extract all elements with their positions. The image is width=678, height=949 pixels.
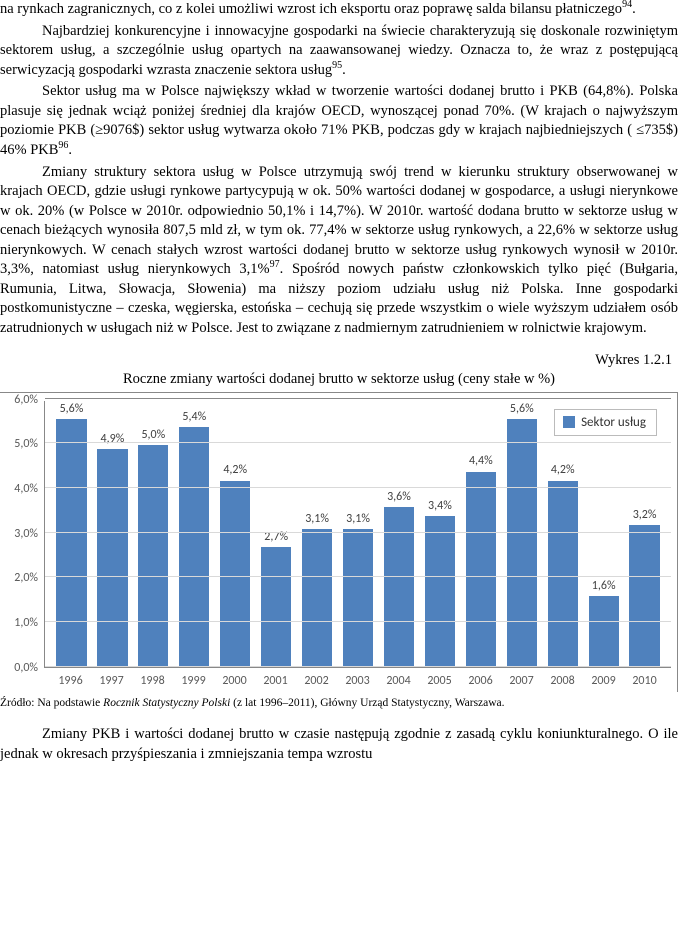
x-tick-label: 2005 <box>419 670 460 692</box>
paragraph-5: Zmiany PKB i wartości dodanej brutto w c… <box>0 725 678 764</box>
x-tick-label: 1997 <box>91 670 132 692</box>
paragraph-3: Sektor usług ma w Polsce największy wkła… <box>0 82 678 160</box>
bar-slot: 3,2% <box>624 401 665 667</box>
bar-value-label: 5,6% <box>510 401 534 417</box>
source-italic: Rocznik Statystyczny Polski <box>103 697 230 709</box>
x-tick-label: 2008 <box>542 670 583 692</box>
paragraph-2: Najbardziej konkurencyjne i innowacyjne … <box>0 22 678 81</box>
chart-gridline <box>45 621 671 622</box>
paragraph-1: na rynkach zagranicznych, co z kolei umo… <box>0 0 678 20</box>
bar-slot: 3,4% <box>419 401 460 667</box>
footnote-ref-95: 95 <box>332 60 342 71</box>
x-tick-label: 2009 <box>583 670 624 692</box>
bar-slot: 3,1% <box>338 401 379 667</box>
x-tick-label: 2010 <box>624 670 665 692</box>
legend-label: Sektor usług <box>581 414 646 432</box>
x-tick-label: 2006 <box>460 670 501 692</box>
bar-slot: 1,6% <box>583 401 624 667</box>
chart-gridline <box>45 487 671 488</box>
footnote-ref-94: 94 <box>622 0 632 10</box>
bar-slot: 5,6% <box>501 401 542 667</box>
bar-slot: 2,7% <box>256 401 297 667</box>
y-tick-label: 5,0% <box>0 436 42 452</box>
bar-value-label: 3,1% <box>346 511 370 527</box>
footnote-ref-96: 96 <box>58 140 68 151</box>
bar-slot: 3,1% <box>297 401 338 667</box>
bar-slot: 5,0% <box>133 401 174 667</box>
bar-slot: 3,6% <box>379 401 420 667</box>
bar-slot: 4,2% <box>215 401 256 667</box>
chart-title: Roczne zmiany wartości dodanej brutto w … <box>0 370 678 390</box>
footnote-ref-97: 97 <box>270 259 280 270</box>
y-tick-label: 1,0% <box>0 615 42 631</box>
bar <box>302 529 332 666</box>
y-tick-label: 2,0% <box>0 570 42 586</box>
x-tick-label: 1996 <box>50 670 91 692</box>
p2-post: . <box>342 62 346 78</box>
bar <box>507 419 537 667</box>
y-tick-label: 6,0% <box>0 392 42 408</box>
y-tick-label: 3,0% <box>0 526 42 542</box>
bar <box>220 481 250 667</box>
bar-value-label: 1,6% <box>592 578 616 594</box>
bar <box>179 427 209 666</box>
x-tick-label: 2003 <box>337 670 378 692</box>
chart-number: Wykres 1.2.1 <box>0 351 672 371</box>
x-tick-label: 2000 <box>214 670 255 692</box>
bar <box>589 596 619 667</box>
x-tick-label: 2007 <box>501 670 542 692</box>
p1-pre: na rynkach zagranicznych, co z kolei umo… <box>0 1 622 17</box>
bar-value-label: 3,2% <box>633 507 657 523</box>
bar-value-label: 4,2% <box>223 462 247 478</box>
bar-slot: 5,6% <box>51 401 92 667</box>
bar-value-label: 4,2% <box>551 462 575 478</box>
chart-gridline <box>45 398 671 399</box>
bar <box>548 481 578 667</box>
bar <box>629 525 659 667</box>
bar <box>97 449 127 666</box>
bar-value-label: 3,6% <box>387 489 411 505</box>
chart-gridline <box>45 532 671 533</box>
bar-chart: 5,6% 4,9% 5,0% 5,4% 4,2% 2,7% 3,1% 3,1% 3,6% 3,4%… <box>0 392 678 692</box>
bar-value-label: 4,4% <box>469 453 493 469</box>
p3-pre: Sektor usług ma w Polsce największy wkła… <box>0 83 678 158</box>
bar <box>261 547 291 667</box>
chart-gridline <box>45 576 671 577</box>
source-prefix: Źródło: Na podstawie <box>0 697 103 709</box>
chart-source: Źródło: Na podstawie Rocznik Statystyczn… <box>0 696 678 712</box>
bar-value-label: 5,0% <box>141 427 165 443</box>
p3-post: . <box>68 142 72 158</box>
x-tick-label: 2002 <box>296 670 337 692</box>
chart-gridline <box>45 666 671 667</box>
bar <box>138 445 168 667</box>
source-suffix: (z lat 1996–2011), Główny Urząd Statysty… <box>230 697 504 709</box>
bar-value-label: 3,1% <box>305 511 329 527</box>
chart-gridline <box>45 442 671 443</box>
bar-slot: 5,4% <box>174 401 215 667</box>
bar-value-label: 4,9% <box>101 431 125 447</box>
paragraph-4: Zmiany struktury sektora usług w Polsce … <box>0 163 678 339</box>
chart-x-axis: 1996199719981999200020012002200320042005… <box>44 670 671 692</box>
bar-slot: 4,4% <box>460 401 501 667</box>
bar <box>466 472 496 667</box>
x-tick-label: 2001 <box>255 670 296 692</box>
bar <box>343 529 373 666</box>
chart-bars: 5,6% 4,9% 5,0% 5,4% 4,2% 2,7% 3,1% 3,1% 3,6% 3,4%… <box>45 401 671 667</box>
x-tick-label: 2004 <box>378 670 419 692</box>
x-tick-label: 1999 <box>173 670 214 692</box>
bar-value-label: 5,6% <box>60 401 84 417</box>
y-tick-label: 4,0% <box>0 481 42 497</box>
legend-swatch-icon <box>563 416 575 428</box>
chart-legend: Sektor usług <box>554 409 657 437</box>
bar-slot: 4,9% <box>92 401 133 667</box>
chart-plot-area: 5,6% 4,9% 5,0% 5,4% 4,2% 2,7% 3,1% 3,1% 3,6% 3,4%… <box>44 401 671 668</box>
bar-value-label: 5,4% <box>182 409 206 425</box>
bar <box>56 419 86 667</box>
bar <box>425 516 455 667</box>
bar-value-label: 3,4% <box>428 498 452 514</box>
y-tick-label: 0,0% <box>0 660 42 676</box>
p1-post: . <box>632 1 636 17</box>
bar-slot: 4,2% <box>542 401 583 667</box>
x-tick-label: 1998 <box>132 670 173 692</box>
